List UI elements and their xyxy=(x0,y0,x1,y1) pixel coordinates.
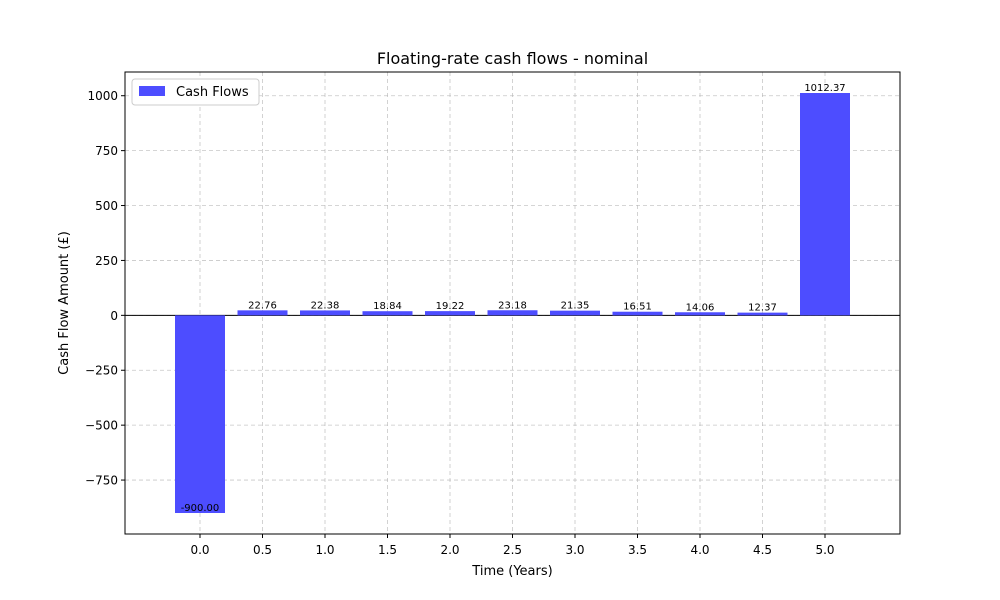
bar xyxy=(800,93,850,316)
x-tick-label: 2.0 xyxy=(440,543,459,557)
y-tick-label: −250 xyxy=(85,364,118,378)
bar xyxy=(550,310,600,316)
y-tick-label: −500 xyxy=(85,419,118,433)
bar xyxy=(737,312,788,316)
x-tick-label: 1.0 xyxy=(315,543,334,557)
x-axis-ticks: 0.0 0.5 1.0 1.5 2.0 2.5 3.0 3.5 4.0 4.5 5.0 xyxy=(190,534,835,557)
bar-value-label: 19.22 xyxy=(436,301,465,312)
y-axis-label: Cash Flow Amount (£) xyxy=(57,231,72,375)
bar xyxy=(425,311,475,316)
bar-value-label: 14.06 xyxy=(686,302,715,313)
y-tick-label: 1000 xyxy=(87,89,118,103)
bar-value-label: 12.37 xyxy=(748,303,777,314)
bar xyxy=(487,310,538,316)
legend: Cash Flows xyxy=(131,78,260,106)
x-tick-label: 1.5 xyxy=(378,543,397,557)
x-tick-label: 5.0 xyxy=(815,543,834,557)
x-tick-label: 0.5 xyxy=(253,543,272,557)
bars xyxy=(175,93,850,514)
legend-label: Cash Flows xyxy=(176,85,249,100)
y-tick-label: 500 xyxy=(95,199,118,213)
bar xyxy=(612,311,663,316)
bar xyxy=(300,310,350,316)
bar-value-label: 23.18 xyxy=(498,300,527,311)
y-axis-ticks: −750 −500 −250 0 250 500 750 1000 xyxy=(85,89,125,488)
bar xyxy=(237,310,288,316)
x-tick-label: 0.0 xyxy=(190,543,209,557)
x-axis-label: Time (Years) xyxy=(471,564,552,579)
x-tick-label: 4.0 xyxy=(690,543,709,557)
legend-box xyxy=(131,78,260,106)
bar xyxy=(675,312,725,316)
data-labels: -900.00 22.76 22.38 18.84 19.22 23.18 21.35 16.… xyxy=(181,83,846,514)
x-tick-label: 3.5 xyxy=(628,543,647,557)
x-tick-label: 4.5 xyxy=(753,543,772,557)
bar xyxy=(175,315,225,514)
bar-value-label: -900.00 xyxy=(181,503,220,514)
y-tick-label: 0 xyxy=(110,309,118,323)
bar-value-label: 22.38 xyxy=(311,300,340,311)
y-tick-label: 250 xyxy=(95,254,118,268)
bar xyxy=(362,311,413,316)
bar-value-label: 16.51 xyxy=(623,302,652,313)
x-tick-label: 2.5 xyxy=(503,543,522,557)
bar-value-label: 1012.37 xyxy=(804,83,845,94)
legend-swatch xyxy=(139,86,165,96)
y-tick-label: −750 xyxy=(85,474,118,488)
bar-value-label: 22.76 xyxy=(248,300,277,311)
bar-value-label: 18.84 xyxy=(373,301,402,312)
chart-title: Floating-rate cash flows - nominal xyxy=(377,49,648,68)
bar-value-label: 21.35 xyxy=(561,301,590,312)
x-tick-label: 3.0 xyxy=(565,543,584,557)
y-tick-label: 750 xyxy=(95,144,118,158)
